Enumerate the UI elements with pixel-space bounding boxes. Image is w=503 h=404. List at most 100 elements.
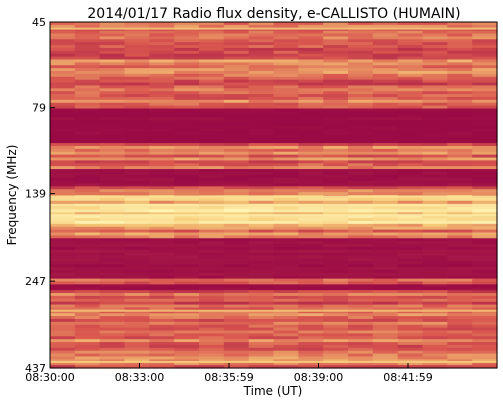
spectrogram-cell bbox=[50, 293, 76, 297]
spectrogram-cell bbox=[99, 160, 126, 164]
spectrogram-cell bbox=[149, 183, 175, 187]
spectrogram-cell bbox=[298, 220, 324, 225]
spectrogram-cell bbox=[223, 235, 250, 239]
spectrogram-cell bbox=[149, 339, 175, 343]
spectrogram-cell bbox=[124, 177, 150, 182]
spectrogram-cell bbox=[248, 197, 275, 202]
spectrogram-cell bbox=[323, 53, 349, 58]
spectrogram-cell bbox=[348, 166, 374, 170]
spectrogram-cell bbox=[199, 324, 225, 329]
spectrogram-cell bbox=[248, 59, 275, 63]
spectrogram-cell bbox=[372, 336, 399, 340]
spectrogram-cell bbox=[298, 134, 324, 138]
spectrogram-cell bbox=[298, 143, 324, 147]
spectrogram-cell bbox=[149, 336, 175, 340]
spectrogram-cell bbox=[397, 215, 424, 219]
spectrogram-cell bbox=[447, 128, 473, 133]
spectrogram-cell bbox=[223, 73, 250, 78]
spectrogram-cell bbox=[50, 278, 76, 283]
spectrogram-cell bbox=[273, 284, 299, 288]
spectrogram-cell bbox=[372, 56, 399, 61]
spectrogram-cell bbox=[422, 174, 448, 179]
spectrogram-cell bbox=[149, 56, 175, 61]
spectrogram-cell bbox=[174, 261, 200, 265]
spectrogram-cell bbox=[472, 45, 498, 49]
spectrogram-cell bbox=[348, 264, 374, 268]
spectrogram-cell bbox=[273, 350, 299, 355]
spectrogram-cell bbox=[422, 122, 448, 127]
spectrogram-cell bbox=[174, 218, 200, 222]
spectrogram-cell bbox=[174, 171, 200, 176]
spectrogram-cell bbox=[273, 287, 299, 291]
spectrogram-cell bbox=[99, 327, 126, 332]
spectrogram-cell bbox=[74, 137, 101, 141]
spectrogram-cell bbox=[397, 42, 424, 46]
spectrogram-cell bbox=[397, 206, 424, 211]
spectrogram-cell bbox=[74, 160, 101, 164]
spectrogram-cell bbox=[74, 212, 101, 216]
spectrogram-cell bbox=[74, 91, 101, 95]
spectrogram-cell bbox=[223, 255, 250, 260]
spectrogram-cell bbox=[124, 117, 150, 121]
spectrogram-cell bbox=[74, 128, 101, 133]
spectrogram-cell bbox=[472, 310, 498, 314]
spectrogram-cell bbox=[298, 215, 324, 219]
spectrogram-cell bbox=[348, 148, 374, 153]
spectrogram-cell bbox=[124, 209, 150, 213]
spectrogram-cell bbox=[248, 215, 275, 219]
spectrogram-cell bbox=[348, 350, 374, 355]
spectrogram-cell bbox=[74, 151, 101, 156]
spectrogram-cell bbox=[248, 125, 275, 130]
spectrogram-cell bbox=[348, 318, 374, 323]
spectrogram-cell bbox=[298, 68, 324, 72]
spectrogram-cell bbox=[74, 238, 101, 242]
spectrogram-cell bbox=[372, 50, 399, 55]
spectrogram-cell bbox=[422, 235, 448, 239]
spectrogram-cell bbox=[323, 267, 349, 271]
spectrogram-cell bbox=[74, 313, 101, 317]
spectrogram-cell bbox=[348, 73, 374, 78]
spectrogram-cell bbox=[372, 79, 399, 84]
spectrogram-cell bbox=[74, 108, 101, 112]
spectrogram-cell bbox=[298, 238, 324, 242]
spectrogram-cell bbox=[348, 281, 374, 285]
spectrogram-cell bbox=[149, 275, 175, 280]
spectrogram-cell bbox=[447, 105, 473, 110]
spectrogram-cell bbox=[124, 174, 150, 179]
spectrogram-cell bbox=[397, 143, 424, 147]
spectrogram-cell bbox=[50, 356, 76, 360]
spectrogram-cell bbox=[50, 24, 76, 29]
spectrogram-cell bbox=[199, 275, 225, 280]
spectrogram-cell bbox=[99, 157, 126, 161]
spectrogram-cell bbox=[199, 71, 225, 75]
spectrogram-cell bbox=[447, 226, 473, 231]
spectrogram-cell bbox=[248, 223, 275, 228]
spectrogram-cell bbox=[348, 206, 374, 211]
spectrogram-cell bbox=[372, 255, 399, 260]
spectrogram-cell bbox=[248, 169, 275, 173]
spectrogram-cell bbox=[397, 330, 424, 334]
spectrogram-cell bbox=[273, 321, 299, 326]
spectrogram-cell bbox=[422, 117, 448, 121]
spectrogram-cell bbox=[273, 114, 299, 118]
spectrogram-cell bbox=[298, 79, 324, 84]
spectrogram-cell bbox=[298, 264, 324, 268]
spectrogram-cell bbox=[273, 88, 299, 92]
spectrogram-cell bbox=[124, 47, 150, 52]
spectrogram-cell bbox=[298, 171, 324, 176]
spectrogram-cell bbox=[472, 365, 498, 369]
spectrogram-cell bbox=[372, 42, 399, 46]
spectrogram-cell bbox=[248, 226, 275, 231]
spectrogram-cell bbox=[248, 252, 275, 257]
spectrogram-cell bbox=[248, 200, 275, 205]
spectrogram-cell bbox=[447, 79, 473, 84]
spectrogram-cell bbox=[124, 108, 150, 112]
spectrogram-cell bbox=[74, 298, 101, 303]
spectrogram-cell bbox=[174, 94, 200, 98]
spectrogram-cell bbox=[422, 333, 448, 337]
spectrogram-cell bbox=[273, 102, 299, 107]
spectrogram-cell bbox=[124, 122, 150, 127]
spectrogram-cell bbox=[174, 301, 200, 306]
spectrogram-cell bbox=[124, 192, 150, 196]
spectrogram-cell bbox=[472, 160, 498, 164]
